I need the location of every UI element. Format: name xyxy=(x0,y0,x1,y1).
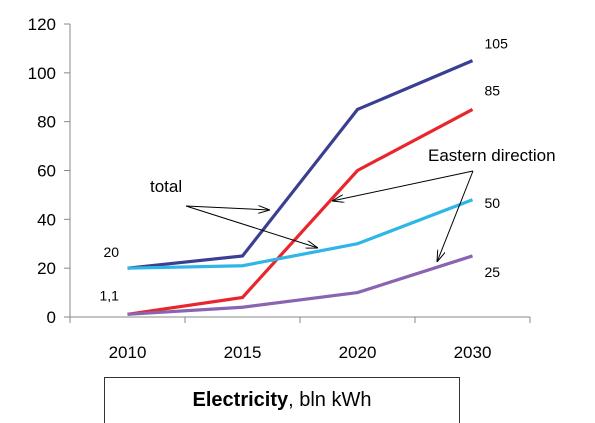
data-label: 25 xyxy=(485,264,501,280)
chart-caption: Electricity, bln kWh xyxy=(104,377,460,423)
data-label: 20 xyxy=(104,244,120,260)
series-line-4 xyxy=(127,254,473,316)
y-tick-label: 0 xyxy=(47,308,56,327)
y-tick-label: 20 xyxy=(37,259,56,278)
y-tick-label: 60 xyxy=(37,162,56,181)
arrow-eastern-to-red xyxy=(332,170,474,201)
data-label: 85 xyxy=(485,82,501,98)
x-tick-label: 2030 xyxy=(454,343,492,362)
x-tick-label: 2020 xyxy=(339,343,377,362)
caption-unit: , bln kWh xyxy=(288,389,372,411)
arrow-eastern-to-purple xyxy=(437,170,474,262)
x-tick-label: 2010 xyxy=(109,343,147,362)
data-label: 50 xyxy=(485,195,501,211)
y-tick-label: 100 xyxy=(28,64,56,83)
caption-bold: Electricity xyxy=(192,389,289,411)
y-tick-label: 80 xyxy=(37,113,56,132)
series-line-3 xyxy=(127,198,474,270)
series-line-2 xyxy=(127,108,474,316)
arrow-total-to-blue xyxy=(185,206,270,210)
data-label: 1,1 xyxy=(100,287,120,303)
annotation-total: total xyxy=(150,177,182,196)
arrow-total-to-cyan xyxy=(185,205,318,248)
data-label: 105 xyxy=(485,36,509,52)
series-line-1 xyxy=(127,59,474,270)
annotation-eastern-direction: Eastern direction xyxy=(428,146,556,165)
y-tick-label: 40 xyxy=(37,210,56,229)
x-tick-label: 2015 xyxy=(224,343,262,362)
y-tick-label: 120 xyxy=(28,15,56,34)
